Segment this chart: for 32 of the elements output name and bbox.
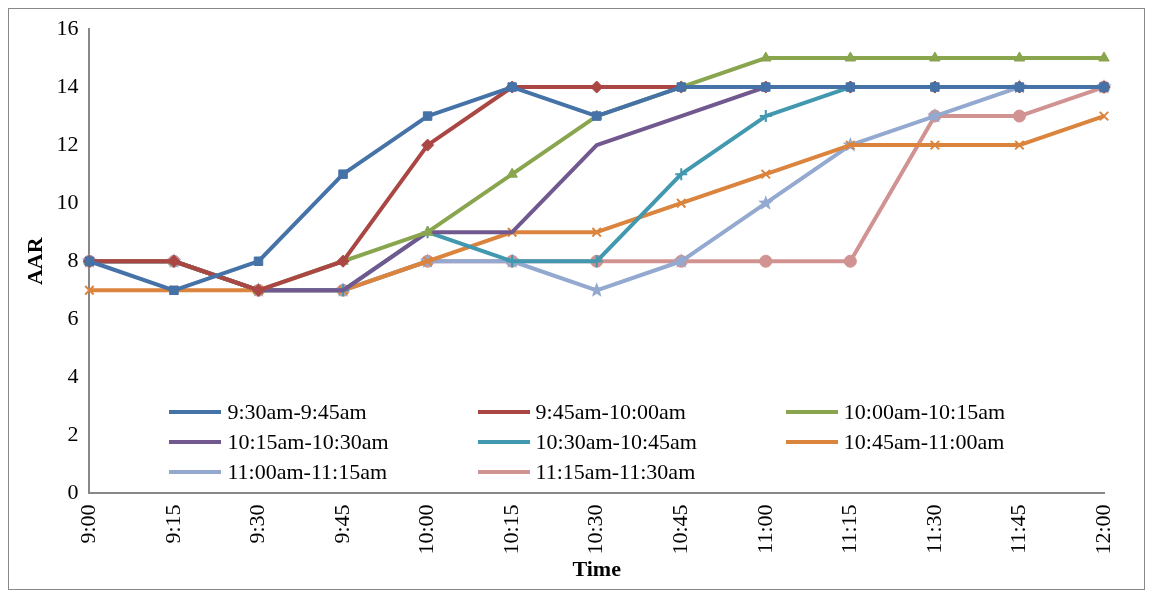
legend-label: 10:45am-11:00am xyxy=(843,428,1005,457)
y-tick-label: 14 xyxy=(56,72,79,98)
y-tick-label: 6 xyxy=(67,305,79,331)
x-tick-label: 9:15 xyxy=(159,504,185,544)
y-tick-label: 10 xyxy=(56,188,79,214)
y-tick-label: 8 xyxy=(67,247,79,273)
x-tick-label: 10:45 xyxy=(667,504,693,555)
y-axis-title: AAR xyxy=(21,236,47,286)
y-tick-label: 0 xyxy=(67,479,79,505)
x-tick-label: 9:30 xyxy=(244,504,270,544)
x-tick-label: 10:30 xyxy=(582,504,608,555)
x-tick-label: 10:00 xyxy=(413,504,439,555)
x-tick-label: 11:15 xyxy=(836,504,862,554)
legend-label: 9:45am-10:00am xyxy=(535,398,686,427)
y-tick-label: 16 xyxy=(56,14,79,40)
x-tick-label: 11:45 xyxy=(1005,504,1031,554)
legend-label: 10:30am-10:45am xyxy=(535,428,697,457)
y-tick-label: 2 xyxy=(67,421,79,447)
legend-label: 9:30am-9:45am xyxy=(227,398,367,427)
x-tick-label: 11:00 xyxy=(751,504,777,554)
legend-label: 10:00am-10:15am xyxy=(843,398,1006,427)
legend-label: 10:15am-10:30am xyxy=(227,428,389,457)
x-axis-title: Time xyxy=(572,556,622,582)
y-tick-label: 12 xyxy=(56,130,79,156)
x-tick-label: 12:00 xyxy=(1089,504,1115,555)
x-tick-label: 10:15 xyxy=(497,504,523,555)
legend-label: 11:00am-11:15am xyxy=(227,458,388,487)
legend-label: 11:15am-11:30am xyxy=(535,458,696,487)
y-tick-label: 4 xyxy=(67,363,79,389)
x-tick-label: 11:30 xyxy=(920,504,946,554)
x-tick-label: 9:00 xyxy=(75,504,101,544)
x-tick-label: 9:45 xyxy=(328,504,354,544)
